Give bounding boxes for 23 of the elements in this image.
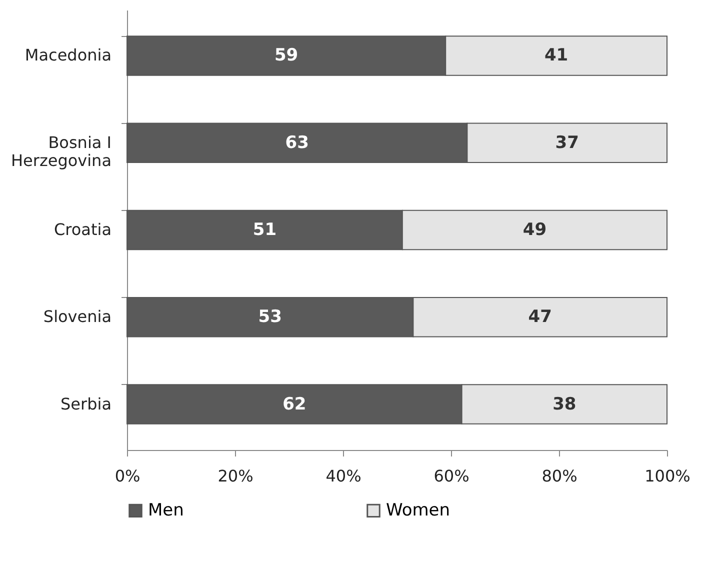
- data-label: 63: [285, 132, 309, 153]
- data-label: 38: [552, 394, 576, 414]
- y-tick-label: Serbia: [60, 394, 112, 414]
- data-label: 37: [555, 132, 579, 153]
- legend-label: Men: [148, 500, 184, 521]
- data-label: 41: [544, 46, 568, 66]
- y-tick-label: Slovenia: [43, 307, 112, 326]
- data-label: 47: [528, 307, 552, 328]
- data-label: 51: [252, 220, 277, 240]
- y-tick-label: Bosnia I Herzegovina: [11, 132, 112, 170]
- data-label: 62: [282, 394, 306, 414]
- x-tick-label: 60%: [434, 466, 470, 486]
- x-tick-label: 0%: [114, 466, 140, 486]
- x-tick-label: 100%: [644, 466, 690, 486]
- data-label: 53: [258, 307, 282, 328]
- legend-label: Women: [386, 500, 450, 521]
- y-tick-label: Croatia: [54, 220, 112, 239]
- x-tick-label: 20%: [218, 466, 254, 486]
- y-tick-label: Macedonia: [24, 46, 112, 65]
- x-tick-label: 40%: [326, 466, 362, 486]
- data-label: 49: [522, 220, 547, 240]
- x-tick-label: 80%: [542, 466, 578, 486]
- data-label: 59: [274, 46, 298, 66]
